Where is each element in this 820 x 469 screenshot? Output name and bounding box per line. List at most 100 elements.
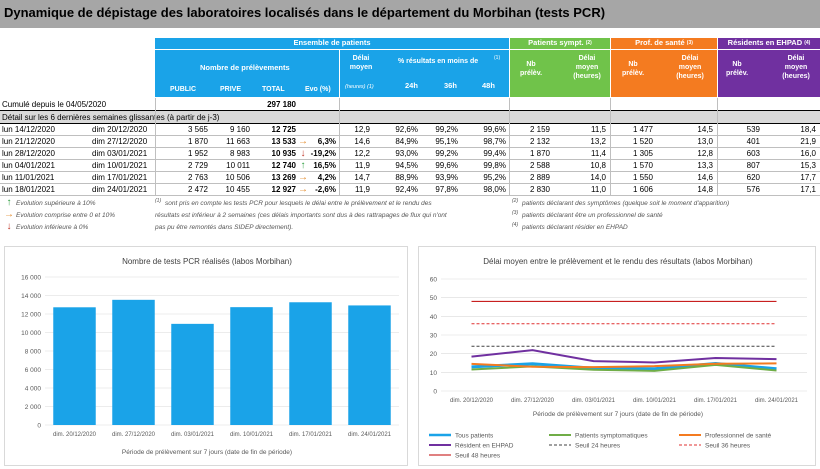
table-cell-e_nb: 539 [746,125,760,134]
table-cell-evo: 4,2% [317,173,336,182]
table-cell-total: 12 740 [271,161,296,170]
table-cell-delai: 11,9 [355,161,370,170]
column-divider [717,98,718,196]
arrow-down-icon: ↓ [300,148,306,159]
header-nb-prelevements: Nombre de prélèvements [200,63,290,72]
table-cell-evo: 16,5% [313,161,336,170]
header-heures-sup: (heures) (1) [345,84,374,90]
header-ensemble-label: Ensemble de patients [293,38,371,48]
header-ehpad-nb: Nb prélèv. [725,61,749,77]
line-chart-xlabel: Période de prélèvement sur 7 jours (date… [532,411,704,418]
arrow-right-icon: → [298,136,308,147]
table-cell-end: dim 17/01/2021 [92,173,148,182]
line-chart-svg: 0 10 20 30 40 50 60 dim. 20/12/2020 dim. 27/12/2… [429,277,807,460]
header-symptomatiques-label: Patients sympt. [528,38,584,48]
line-x-tick-label: dim. 17/01/2021 [694,398,738,404]
column-divider [610,98,611,196]
table-cell-prive: 9 160 [229,125,250,134]
table-cell-s_nb: 2 830 [529,185,550,194]
bar-y-tick-label: 14 000 [21,293,41,300]
header-ehpad-sup: (4) [804,39,811,46]
header-evo: Evo (%) [305,86,331,93]
line-x-tick-label: dim. 27/12/2020 [511,398,555,404]
line-y-tick-label: 10 [430,370,438,377]
bar-y-tick-label: 8 000 [25,349,42,356]
header-24h: 24h [405,81,418,90]
arrow-right-icon: → [4,209,14,220]
table-cell-p_nb: 1 520 [632,137,653,146]
row-divider [0,123,820,124]
line-x-tick-label: dim. 20/12/2020 [450,398,494,404]
table-cell-p36: 99,2% [435,125,458,134]
table-cell-total: 12 725 [271,125,296,134]
legend-label: Professionnel de santé [705,433,772,440]
table-cell-p_nb: 1 550 [632,173,653,182]
line-x-tick-label: dim. 24/01/2021 [755,398,799,404]
legend-right: Evolution comprise entre 0 et 10% [16,212,115,219]
arrow-down-icon: ↓ [6,221,12,232]
bar-x-tick-label: dim. 10/01/2021 [230,432,274,438]
table-cell-evo: -19,2% [310,149,336,158]
header-48h: 48h [482,81,495,90]
table-cell-delai: 12,9 [354,125,370,134]
line-chart-title: Délai moyen entre le prélèvement et le r… [483,257,753,266]
table-cell-delai: 14,6 [354,137,370,146]
bar [348,305,391,425]
legend-label: Tous patients [455,433,494,440]
table-cell-e_nb: 807 [746,161,760,170]
header-prive: PRIVE [220,86,242,93]
table-cell-start: lun 04/01/2021 [2,161,55,170]
note-2: patients déclarant des symptômes (quelqu… [522,200,730,207]
bar-y-tick-label: 4 000 [25,386,42,393]
table-cell-p48: 99,4% [483,149,506,158]
header-prof-nb: Nb prélèv. [621,61,645,77]
note-1a: sont pris en compte les tests PCR pour l… [165,200,432,207]
table-cell-evo: -2,6% [315,185,336,194]
table-cell-end: dim 03/01/2021 [92,149,148,158]
table-cell-p24: 88,9% [395,173,418,182]
table-cell-prive: 10 011 [226,161,250,170]
table-cell-s_delai: 13,2 [590,137,606,146]
header-nb-prelevements-block [155,50,339,97]
header-symptomatiques-sup: (2) [585,39,592,46]
bar [230,307,273,425]
table-cell-e_delai: 18,4 [800,125,816,134]
arrow-up-icon: ↑ [300,160,306,171]
table-cell-s_nb: 2 132 [529,137,550,146]
table-cell-p48: 98,0% [483,185,506,194]
table-cell-p24: 92,4% [395,185,418,194]
line-chart: Délai moyen entre le prélèvement et le r… [418,246,816,466]
bar-chart-svg: 0 2 000 4 000 6 000 8 000 10 000 12 000 14 000 1… [21,275,399,438]
table-cell-e_delai: 17,7 [800,173,816,182]
note-2-sup: (2) [512,198,519,204]
table-cell-prive: 10 506 [225,173,250,182]
table-cell-e_delai: 15,3 [800,161,816,170]
bar-x-tick-label: dim. 03/01/2021 [171,432,215,438]
bar-x-tick-label: dim. 27/12/2020 [112,432,156,438]
table-cell-p_nb: 1 606 [632,185,653,194]
line-series [471,349,777,364]
note-4: patients déclarant résider en EHPAD [522,224,628,231]
table-cell-public: 2 763 [187,173,208,182]
table-cell-public: 3 565 [187,125,208,134]
note-4-sup: (4) [512,222,519,228]
table-cell-s_nb: 2 159 [529,125,550,134]
legend-label: Résident en EHPAD [455,443,514,450]
line-x-tick-label: dim. 10/01/2021 [633,398,677,404]
table-cell-public: 2 472 [187,185,208,194]
table-cell-s_delai: 11,0 [591,185,606,194]
table-cell-p_delai: 12,8 [697,149,713,158]
table-cell-end: dim 10/01/2021 [92,161,148,170]
table-cell-s_nb: 1 870 [529,149,550,158]
table-cell-delai: 11,9 [355,185,370,194]
bar-x-tick-label: dim. 24/01/2021 [348,432,392,438]
table-cell-public: 1 870 [187,137,208,146]
legend-label: Seuil 48 heures [455,453,501,460]
table-cell-total: 13 533 [271,137,296,146]
bar-x-tick-label: dim. 20/12/2020 [53,432,97,438]
table-cell-prive: 10 455 [225,185,250,194]
bar [53,307,96,425]
legend-label: Seuil 24 heures [575,443,621,450]
table-cell-s_delai: 10,8 [590,161,606,170]
bar-y-tick-label: 12 000 [21,312,41,319]
